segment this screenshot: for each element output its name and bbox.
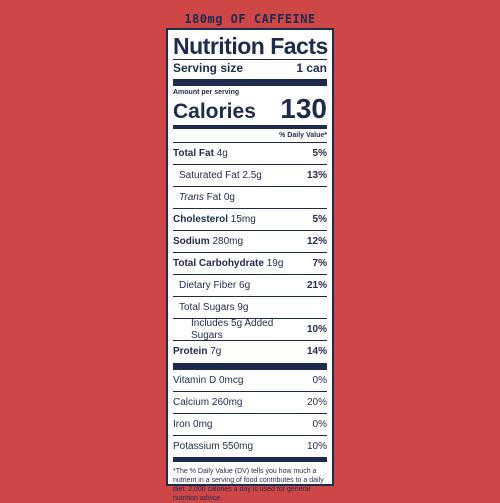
serving-size-value: 1 can xyxy=(296,61,327,75)
nutrient-row-saturated-fat: Saturated Fat 2.5g 13% xyxy=(173,165,327,187)
nutrient-name: Saturated Fat xyxy=(179,169,240,181)
nutrient-amount: 7g xyxy=(210,346,222,357)
vitamin-name: Vitamin D xyxy=(173,374,217,386)
panel-title: Nutrition Facts xyxy=(173,33,328,59)
nutrient-name: Total Carbohydrate xyxy=(173,257,264,269)
vitamin-dv: 20% xyxy=(306,396,327,408)
vitamin-dv: 10% xyxy=(306,440,327,452)
nutrient-row-trans-fat: Trans Fat 0g xyxy=(173,187,327,209)
nutrient-amount: 4g xyxy=(216,147,228,159)
vitamin-name: Calcium xyxy=(173,396,210,408)
nutrient-row-dietary-fiber: Dietary Fiber 6g 21% xyxy=(173,275,327,297)
nutrient-row-total-carbohydrate: Total Carbohydrate 19g 7% xyxy=(173,253,327,275)
serving-size-row: Serving size 1 can xyxy=(173,59,327,76)
nutrient-dv: 10% xyxy=(306,323,327,335)
nutrient-dv: 12% xyxy=(306,235,327,247)
vitamin-name: Iron xyxy=(173,418,191,430)
vitamin-row-potassium: Potassium 550mg 10% xyxy=(173,436,327,461)
vitamin-dv: 0% xyxy=(312,418,327,430)
thick-divider xyxy=(173,363,327,370)
nutrient-dv: 5% xyxy=(312,213,327,225)
vitamin-row-vitamin-d: Vitamin D 0mcg 0% xyxy=(173,370,327,392)
caffeine-banner: 180mg OF CAFFEINE xyxy=(184,12,316,26)
nutrient-row-total-fat: Total Fat 4g 5% xyxy=(173,143,327,165)
vitamin-row-iron: Iron 0mg 0% xyxy=(173,414,327,436)
nutrient-amount: 280mg xyxy=(212,235,244,247)
thick-divider xyxy=(173,79,327,86)
medium-divider xyxy=(173,125,327,129)
nutrient-dv: 13% xyxy=(306,169,327,181)
nutrient-row-cholesterol: Cholesterol 15mg 5% xyxy=(173,209,327,231)
vitamin-row-calcium: Calcium 260mg 20% xyxy=(173,392,327,414)
nutrient-dv: 5% xyxy=(312,147,327,159)
amount-per-serving: Amount per serving xyxy=(173,89,240,96)
calories-row: Calories 130 xyxy=(173,95,327,125)
nutrient-name: Dietary Fiber xyxy=(179,279,237,291)
nutrient-name: Sodium xyxy=(173,235,210,247)
nutrient-amount: 15mg xyxy=(230,213,256,225)
nutrient-name-italic: Trans xyxy=(179,191,204,203)
calories-label: Calories xyxy=(173,100,256,123)
nutrient-dv: 7% xyxy=(312,257,327,269)
nutrient-name: Protein xyxy=(173,346,208,357)
nutrient-name: Total Sugars xyxy=(179,301,235,313)
vitamin-amount: 0mg xyxy=(193,418,213,430)
nutrient-row-sodium: Sodium 280mg 12% xyxy=(173,231,327,253)
vitamin-amount: 550mg xyxy=(222,440,254,452)
nutrient-row-added-sugars: Includes 5g Added Sugars 10% xyxy=(173,317,327,341)
vitamin-amount: 260mg xyxy=(211,396,243,408)
nutrient-name: Total Fat xyxy=(173,147,214,159)
nutrient-amount: 2.5g xyxy=(242,169,262,181)
calories-value: 130 xyxy=(280,93,327,124)
serving-size-label: Serving size xyxy=(173,61,244,75)
nutrient-dv: 21% xyxy=(306,279,327,291)
nutrient-amount: 6g xyxy=(239,279,251,291)
footnote: *The % Daily Value (DV) tells you how mu… xyxy=(173,461,327,503)
nutrient-name: Fat xyxy=(206,191,222,203)
nutrient-name: Includes 5g Added Sugars xyxy=(191,317,274,341)
nutrition-facts-panel: Nutrition Facts Serving size 1 can Amoun… xyxy=(166,28,334,502)
nutrient-amount: 0g xyxy=(223,191,235,203)
nutrient-amount: 9g xyxy=(237,301,249,313)
nutrient-amount: 19g xyxy=(266,257,284,269)
vitamin-dv: 0% xyxy=(312,374,327,386)
nutrient-name: Cholesterol xyxy=(173,213,229,225)
nutrient-row-protein: Protein 7g 14% xyxy=(173,341,327,363)
nutrient-dv: 14% xyxy=(306,346,327,357)
daily-value-header: % Daily Value* xyxy=(173,129,327,143)
nutrient-row-total-sugars: Total Sugars 9g xyxy=(173,297,327,319)
vitamin-name: Potassium xyxy=(173,440,220,452)
vitamin-amount: 0mcg xyxy=(218,374,244,386)
